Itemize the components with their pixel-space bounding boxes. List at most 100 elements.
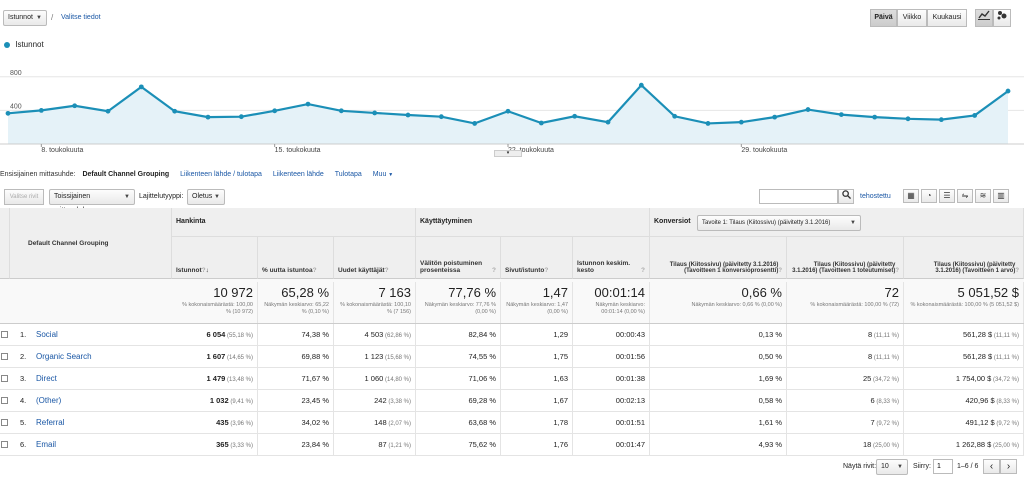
column-header-5[interactable]: Istunnon keskim. kesto ? [573, 237, 650, 279]
table-cell: 75,62 % [416, 434, 501, 456]
goto-page-input[interactable] [933, 459, 953, 474]
data-point [372, 110, 378, 116]
select-data-link[interactable]: Valitse tiedot [61, 14, 101, 21]
cell-value: 8 [868, 330, 873, 339]
help-icon[interactable]: ? [1015, 268, 1019, 274]
table-cell: 6 (8,33 %) [787, 390, 904, 412]
chevron-down-icon: ▼ [214, 194, 220, 200]
primary-dimension-label: Ensisijainen mittasuhde: [0, 171, 76, 178]
row-index: 2. [20, 352, 27, 361]
column-header-2[interactable]: Uudet käyttäjät ? [334, 237, 416, 279]
dimension-link-other[interactable]: Muu [372, 171, 387, 178]
channel-link[interactable]: Direct [36, 374, 57, 383]
help-icon[interactable]: ? [384, 267, 389, 274]
line-chart-icon[interactable] [975, 9, 993, 27]
total-value: 72 [884, 285, 899, 300]
table-search-input[interactable] [759, 189, 838, 204]
term-cloud-icon[interactable]: ≋ [975, 189, 991, 203]
motion-chart-icon[interactable] [993, 9, 1011, 27]
data-point [605, 119, 611, 125]
row-checkbox[interactable] [1, 375, 8, 382]
help-icon[interactable]: ? [895, 268, 899, 274]
cell-percent: (1,21 %) [386, 443, 411, 449]
table-cell: 6 054 (55,18 %) [172, 324, 258, 346]
table-cell: 71,06 % [416, 368, 501, 390]
rows-per-page-value: 10 [881, 463, 889, 470]
channel-link[interactable]: Referral [36, 418, 65, 427]
row-checkbox[interactable] [1, 353, 8, 360]
sort-arrow-icon: ↓ [205, 267, 209, 274]
cell-value: 1 262,88 $ [955, 440, 992, 449]
help-icon[interactable]: ? [778, 268, 782, 274]
pie-view-icon[interactable]: ◔ [921, 189, 937, 203]
period-month-button[interactable]: Kuukausi [927, 9, 967, 27]
y-tick-label: 800 [10, 70, 22, 77]
table-cell: 82,84 % [416, 324, 501, 346]
column-header-7[interactable]: Tilaus (Kiitossivu) (päivitetty 3.1.2016… [787, 237, 904, 279]
prev-page-button[interactable]: ‹ [983, 459, 1000, 474]
dimension-header: Default Channel Grouping [10, 208, 172, 279]
dimension-link-source-medium[interactable]: Liikenteen lähde / tulotapa [180, 171, 262, 178]
column-header-label: % uutta istuntoa [262, 267, 313, 274]
column-header-3[interactable]: Välitön poistuminen prosenteissa ? [416, 237, 501, 279]
cell-percent: (11,11 %) [992, 355, 1019, 361]
cell-value: 69,88 % [301, 352, 329, 361]
rows-per-page-select[interactable]: 10 ▼ [876, 459, 908, 475]
cell-value: 34,02 % [301, 418, 329, 427]
period-week-button[interactable]: Viikko [897, 9, 927, 27]
next-page-button[interactable]: › [1000, 459, 1017, 474]
column-header-4[interactable]: Sivut/istunto ? [501, 237, 573, 279]
advanced-filter-link[interactable]: tehostettu [860, 193, 891, 200]
help-icon[interactable]: ? [492, 267, 496, 274]
bar-view-icon[interactable]: ☰ [939, 189, 955, 203]
sort-type-select[interactable]: Oletus ▼ [187, 189, 225, 205]
data-point [105, 108, 111, 114]
dimension-link-medium[interactable]: Tulotapa [334, 171, 362, 178]
help-icon[interactable]: ? [312, 267, 317, 274]
row-checkbox[interactable] [1, 441, 8, 448]
total-value: 1,47 [542, 285, 568, 300]
row-checkbox[interactable] [1, 397, 8, 404]
row-checkbox[interactable] [1, 419, 8, 426]
cell-value: 4,93 % [758, 440, 782, 449]
table-cell: 1,29 [501, 324, 573, 346]
data-point [72, 103, 78, 109]
help-icon[interactable]: ? [544, 267, 549, 274]
cell-percent: (8,33 %) [994, 399, 1019, 405]
channel-link[interactable]: Social [36, 330, 58, 339]
cell-value: 63,68 % [468, 418, 496, 427]
table-cell: 4,93 % [650, 434, 787, 456]
column-header-1[interactable]: % uutta istuntoa ? [258, 237, 334, 279]
chevron-down-icon: ▼ [36, 15, 42, 21]
cell-value: 1,29 [553, 330, 568, 339]
comparison-view-icon[interactable]: ⇋ [957, 189, 973, 203]
row-checkbox[interactable] [1, 331, 8, 338]
help-icon[interactable]: ? [201, 267, 206, 274]
metric-select[interactable]: Istunnot ▼ [3, 10, 47, 26]
period-day-button[interactable]: Päivä [870, 9, 897, 27]
table-row: 6. Email 365 (3,33 %) 23,84 % 87 (1,21 %) 75,… [0, 434, 1024, 456]
cell-value: 69,28 % [468, 396, 496, 405]
goal-select[interactable]: Tavoite 1: Tilaus (Kiitossivu) (päivitet… [697, 215, 861, 231]
table-cell: 25 (34,72 %) [787, 368, 904, 390]
series-area [8, 85, 1008, 144]
channel-link[interactable]: (Other) [36, 396, 62, 405]
help-icon[interactable]: ? [641, 267, 645, 274]
column-header-0[interactable]: Istunnot ? ↓ [172, 237, 258, 279]
total-subtext: % kokonaismäärästä: 100,10 % (7 156) [340, 302, 411, 315]
data-point [172, 108, 178, 114]
search-icon[interactable] [838, 189, 854, 204]
column-header-8[interactable]: Tilaus (Kiitossivu) (päivitetty 3.1.2016… [904, 237, 1024, 279]
secondary-dimension-select[interactable]: Toissijainen mittasuhde ▼ [49, 189, 135, 214]
channel-link[interactable]: Email [36, 440, 57, 449]
table-view-icon[interactable]: ▦ [903, 189, 919, 203]
plot-rows-button[interactable]: Valitse rivit [4, 189, 44, 205]
pivot-view-icon[interactable]: ▥ [993, 189, 1009, 203]
chart-collapse-handle[interactable]: ▾ [494, 150, 522, 157]
total-subtext: Näkymän keskiarvo: 0,66 % (0,00 %) [691, 302, 782, 308]
channel-link[interactable]: Organic Search [36, 352, 92, 361]
goal-select-value: Tavoite 1: Tilaus (Kiitossivu) (päivitet… [702, 220, 831, 226]
column-header-6[interactable]: Tilaus (Kiitossivu) (päivitetty 3.1.2016… [650, 237, 787, 279]
cell-percent: (13,48 %) [225, 377, 253, 383]
dimension-link-source[interactable]: Liikenteen lähde [272, 171, 324, 178]
